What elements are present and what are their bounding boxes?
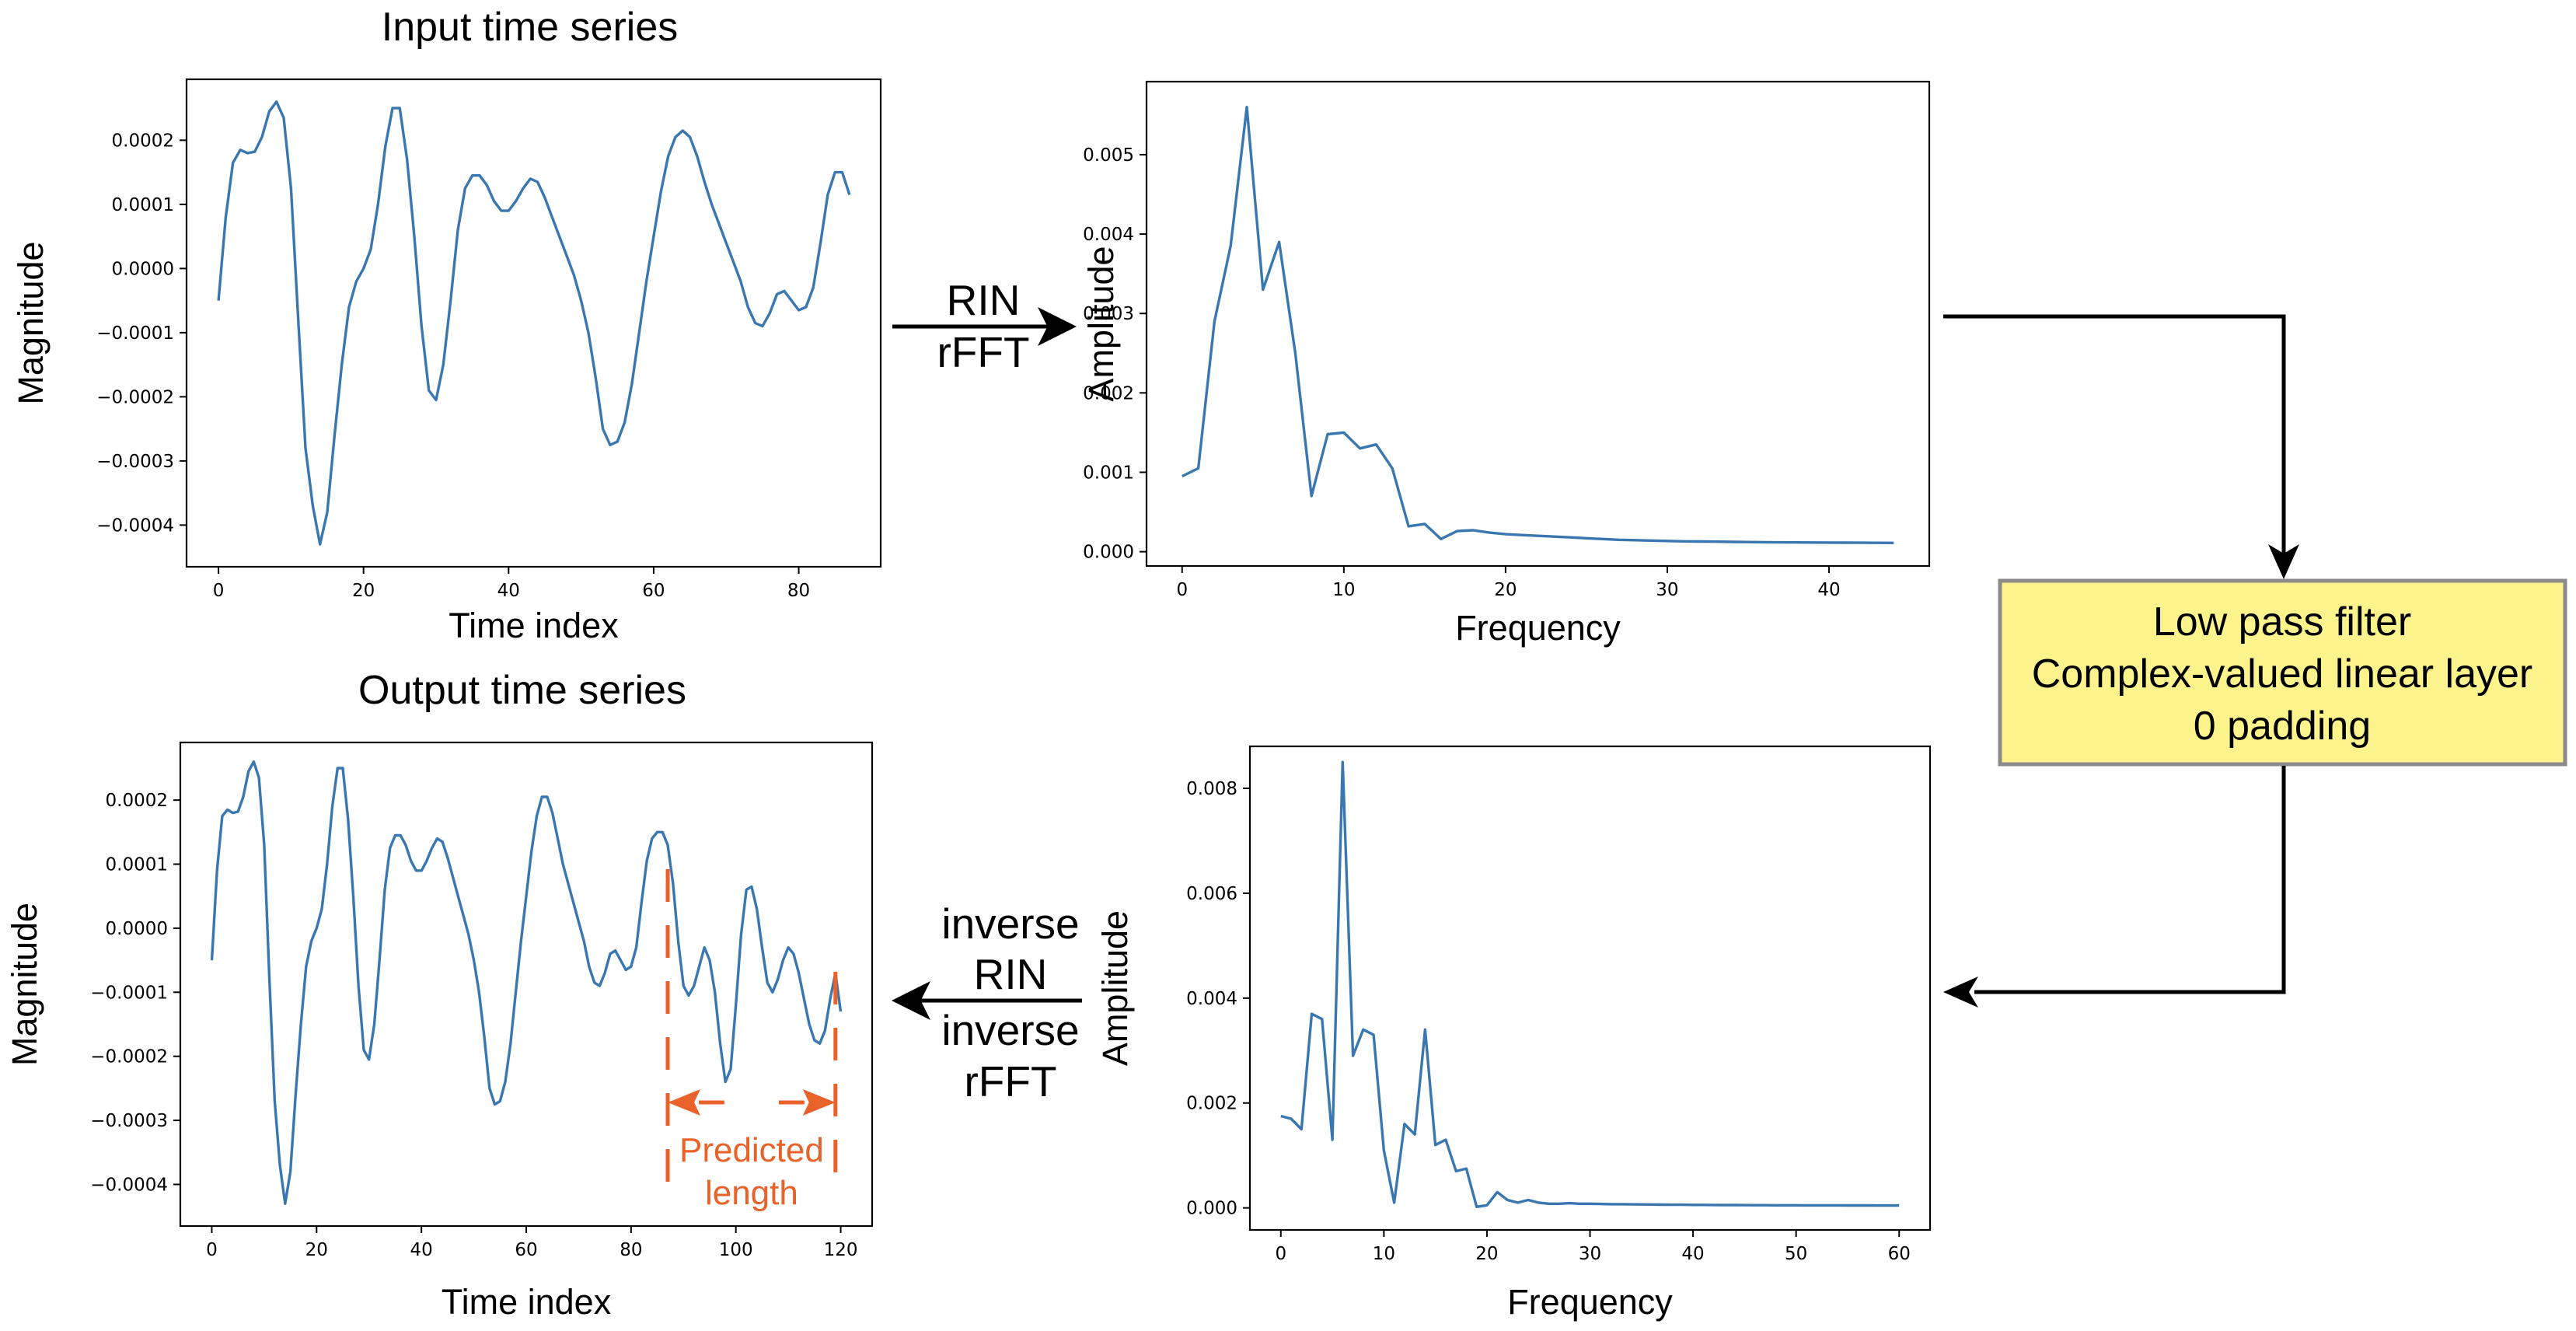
output-xtick-label: 60 — [515, 1240, 537, 1260]
predicted-label: Predicted — [679, 1131, 824, 1169]
spectrum-input-ylabel: Amplitude — [1081, 246, 1121, 401]
spectrum-output-ytick-label: 0.006 — [1186, 884, 1237, 904]
output-xtick-label: 100 — [719, 1240, 753, 1260]
spectrum-output-xlabel: Frequency — [1507, 1282, 1673, 1322]
connector-from-filter — [1943, 766, 2286, 1008]
spectrum-input-xtick-label: 10 — [1332, 580, 1355, 600]
spectrum-output-xtick-label: 0 — [1275, 1244, 1286, 1264]
spectrum-input-xtick-label: 40 — [1817, 580, 1840, 600]
spectrum-input-ytick-label: 0.000 — [1083, 543, 1134, 563]
spectrum-input-ytick-label: 0.001 — [1083, 463, 1134, 483]
inverse-rfft-label: rFFT — [964, 1057, 1056, 1106]
output-ytick-label: −0.0003 — [90, 1111, 168, 1131]
output-title: Output time series — [358, 668, 686, 713]
input-ylabel: Magnitude — [11, 241, 51, 404]
inverse-transform-arrow: inverse RIN inverse rFFT — [892, 900, 1082, 1106]
spectrum-input-series-line — [1182, 105, 1894, 544]
filter-box-background — [1998, 578, 2567, 767]
forward-transform-arrow: RIN rFFT — [892, 276, 1077, 376]
spectrum-input-xtick-label: 0 — [1176, 580, 1188, 600]
input-ytick-label: −0.0003 — [96, 452, 174, 472]
spectrum-output-xtick-label: 10 — [1373, 1244, 1395, 1264]
output-xtick-label: 20 — [305, 1240, 328, 1260]
spectrum-output-xtick-label: 60 — [1888, 1244, 1911, 1264]
spectrum-output-ytick-label: 0.008 — [1186, 779, 1237, 799]
output-xtick-label: 40 — [410, 1240, 433, 1260]
input-time-series-chart: 0 20 40 60 80 0.0002 0.0001 0.0000 −0.0001 −0.000… — [11, 5, 882, 645]
output-ytick-label: 0.0000 — [106, 919, 168, 939]
filter-line-2: Complex-valued linear layer — [2032, 652, 2533, 697]
input-title: Input time series — [382, 5, 679, 50]
inverse-label-1: inverse — [941, 900, 1079, 948]
input-series-line — [217, 100, 851, 546]
length-label: length — [705, 1174, 798, 1212]
predicted-length-annotation: Predicted length — [665, 869, 838, 1212]
connector-to-filter — [1943, 314, 2299, 579]
spectrum-output-series-line — [1280, 760, 1900, 1209]
output-xtick-label: 120 — [824, 1240, 858, 1260]
filter-line-1: Low pass filter — [2153, 599, 2411, 645]
forward-rfft-label: rFFT — [937, 328, 1029, 376]
spectrum-output-xtick-label: 50 — [1785, 1244, 1807, 1264]
spectrum-input-ytick-label: 0.002 — [1083, 383, 1134, 403]
spectrum-input-ytick-label: 0.004 — [1083, 225, 1134, 245]
spectrum-input-axes-frame — [1145, 80, 1931, 568]
spectrum-input-ytick-label: 0.003 — [1083, 304, 1134, 324]
predicted-right-arrowhead — [802, 1089, 836, 1116]
input-ytick-label: −0.0001 — [96, 323, 174, 344]
output-xtick-label: 80 — [620, 1240, 642, 1260]
spectrum-input-xtick-label: 20 — [1494, 580, 1517, 600]
spectrum-input-xlabel: Frequency — [1455, 608, 1621, 648]
spectrum-output-ytick-label: 0.000 — [1186, 1199, 1237, 1219]
input-xlabel: Time index — [449, 606, 619, 645]
input-xtick-label: 0 — [213, 581, 225, 601]
spectrum-output-xtick-label: 40 — [1681, 1244, 1704, 1264]
inverse-label-2: inverse — [941, 1006, 1079, 1054]
output-ytick-label: 0.0002 — [106, 791, 168, 811]
output-xtick-label: 0 — [206, 1240, 218, 1260]
forward-rin-label: RIN — [947, 276, 1021, 324]
output-series-line — [210, 760, 843, 1205]
spectrum-output-xtick-label: 30 — [1579, 1244, 1601, 1264]
spectrum-input-ytick-label: 0.005 — [1083, 145, 1134, 166]
output-ytick-label: 0.0001 — [106, 855, 168, 875]
input-ytick-label: −0.0004 — [96, 515, 174, 536]
low-pass-filter-box: Low pass filter Complex-valued linear la… — [1998, 578, 2567, 767]
input-axes-frame — [185, 78, 882, 568]
output-time-series-chart: 0 20 40 60 80 100 120 0.0002 0.0001 0.0000 −0.0001… — [5, 668, 874, 1322]
output-xlabel: Time index — [442, 1282, 612, 1322]
spectrum-input-xtick-label: 30 — [1656, 580, 1678, 600]
output-spectrum-chart: 0 10 20 30 40 50 60 0.008 0.006 0.004 0.002 0.000 Fr… — [1095, 745, 1932, 1322]
output-ylabel: Magnitude — [5, 903, 44, 1066]
spectrum-output-axes-frame — [1248, 745, 1932, 1231]
spectrum-output-xtick-label: 20 — [1475, 1244, 1498, 1264]
input-ytick-label: 0.0001 — [112, 195, 174, 215]
filter-line-3: 0 padding — [2194, 704, 2371, 749]
input-ytick-label: −0.0002 — [96, 387, 174, 407]
input-ytick-label: 0.0000 — [112, 259, 174, 279]
output-ytick-label: −0.0001 — [90, 983, 168, 1003]
output-ytick-label: −0.0002 — [90, 1047, 168, 1067]
output-ytick-label: −0.0004 — [90, 1175, 168, 1195]
input-ytick-label: 0.0002 — [112, 131, 174, 151]
spectrum-output-ylabel: Amplitude — [1095, 910, 1135, 1066]
input-xtick-label: 40 — [497, 581, 520, 601]
predicted-left-arrowhead — [668, 1089, 701, 1116]
spectrum-output-ytick-label: 0.004 — [1186, 989, 1237, 1009]
input-xtick-label: 20 — [352, 581, 375, 601]
input-xtick-label: 80 — [787, 581, 810, 601]
input-spectrum-chart: 0 10 20 30 40 0.005 0.004 0.003 0.002 0.001 0.000 F… — [1081, 80, 1931, 648]
inverse-rin-label: RIN — [974, 950, 1048, 998]
input-xtick-label: 60 — [642, 581, 665, 601]
spectrum-output-ytick-label: 0.002 — [1186, 1094, 1237, 1114]
